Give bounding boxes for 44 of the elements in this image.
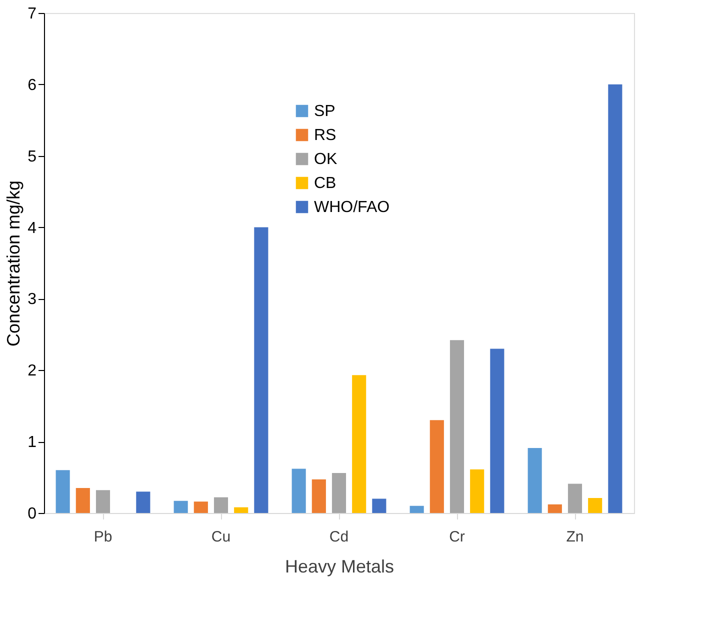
x-tick-label: Cu (211, 528, 231, 546)
bar (588, 498, 602, 513)
bar (410, 506, 424, 513)
bar (76, 488, 90, 513)
bar (56, 470, 70, 513)
bar (254, 227, 268, 513)
bar (174, 500, 188, 513)
bar (568, 484, 582, 513)
y-axis-title: Concentration mg/kg (4, 180, 24, 347)
y-tick-label: 5 (28, 148, 37, 166)
bar (352, 375, 366, 513)
legend-label: RS (314, 127, 336, 144)
bar (372, 498, 386, 513)
bar (292, 468, 306, 513)
y-tick-label: 3 (28, 291, 37, 308)
x-tick-label: Pb (94, 528, 112, 546)
y-tick-label: 0 (28, 506, 37, 522)
bar (312, 479, 326, 513)
bar (430, 420, 444, 513)
y-tick-label: 4 (28, 220, 37, 237)
y-tick-label: 7 (28, 6, 37, 22)
x-tick-label: Cr (449, 528, 465, 546)
bar (214, 497, 228, 513)
legend-label: OK (314, 151, 338, 168)
bar (194, 502, 208, 513)
bar (332, 473, 346, 513)
bar (548, 504, 562, 513)
bar (136, 492, 150, 513)
legend-label: WHO/FAO (314, 199, 390, 216)
legend-label: CB (314, 175, 336, 192)
bar (234, 507, 248, 513)
bar (470, 469, 484, 513)
bar (450, 340, 464, 513)
bar (490, 348, 504, 513)
legend-label: SP (314, 103, 336, 120)
y-tick-label: 1 (28, 434, 37, 452)
x-tick-label: Zn (566, 528, 584, 546)
bar (96, 490, 110, 513)
y-tick-label: 6 (28, 76, 37, 94)
bar (608, 84, 622, 513)
x-axis-title: Heavy Metals (284, 556, 394, 576)
bar (528, 448, 542, 513)
x-tick-label: Cd (329, 528, 349, 546)
y-tick-label: 2 (28, 362, 37, 380)
